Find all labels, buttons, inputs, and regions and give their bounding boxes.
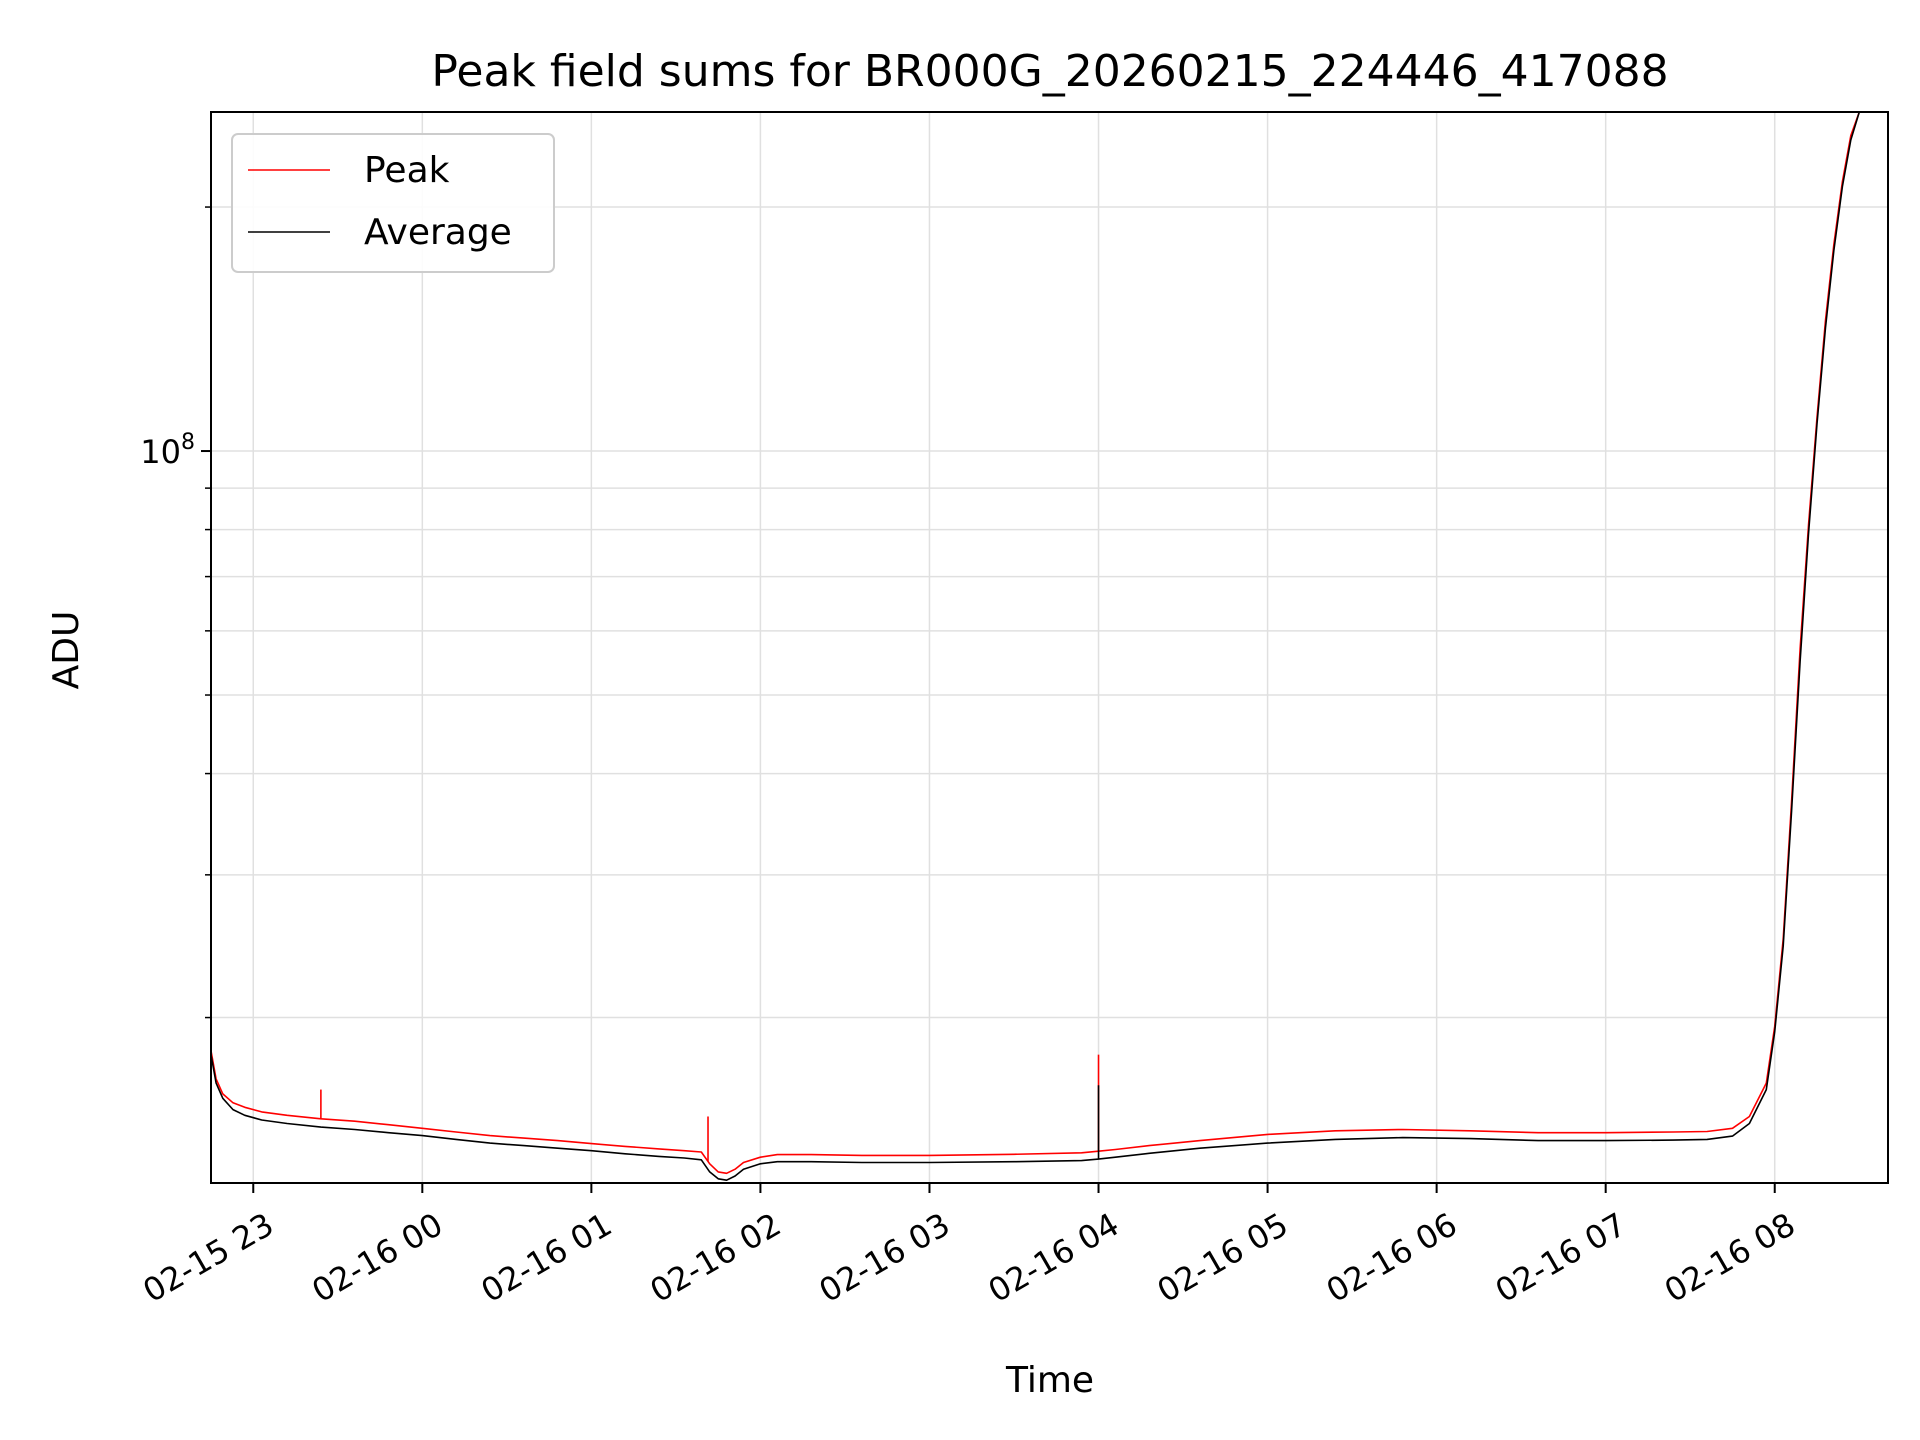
x-tick-label: 02-16 04 (982, 1205, 1126, 1310)
x-tick-label: 02-16 02 (644, 1205, 788, 1310)
x-tick-label: 02-16 03 (813, 1205, 957, 1310)
x-tick-label: 02-16 06 (1320, 1205, 1464, 1310)
chart-title: Peak field sums for BR000G_20260215_2244… (431, 46, 1668, 97)
grid-lines (211, 112, 1888, 1183)
x-axis-label: Time (1005, 1360, 1094, 1401)
y-axis-label: ADU (46, 611, 87, 690)
x-tick-label: 02-16 01 (475, 1205, 619, 1310)
x-tick-label: 02-16 08 (1658, 1205, 1802, 1310)
series-lines (211, 112, 1877, 1181)
x-tick-label: 02-16 07 (1489, 1205, 1633, 1310)
y-tick-label: 108 (140, 430, 195, 471)
series-line-average (211, 112, 1877, 1181)
legend: Peak Average (231, 133, 555, 273)
x-tick-label: 02-16 05 (1151, 1205, 1295, 1310)
legend-box (231, 133, 555, 273)
x-tick-label: 02-16 00 (306, 1205, 450, 1310)
legend-label-peak: Peak (364, 150, 450, 191)
x-tick-label: 02-15 23 (136, 1205, 280, 1310)
legend-label-average: Average (364, 212, 512, 253)
plot-frame (210, 111, 1889, 1184)
axis-ticks: 02-15 23 02-16 00 02-16 01 02-16 02 02-16 03… (136, 206, 1802, 1310)
